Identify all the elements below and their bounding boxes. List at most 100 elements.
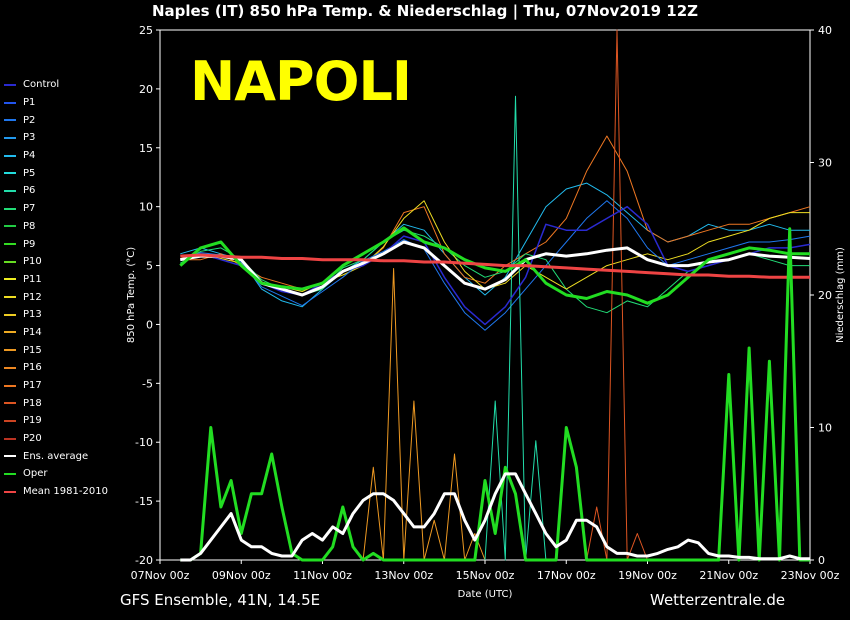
legend-item: P3 — [4, 129, 130, 147]
legend: Control P1 P2 P3 P4 P5 P6 P7 P8 P9 P10 P11 P12 P13 P14… — [4, 76, 130, 501]
legend-label: P3 — [23, 132, 36, 144]
legend-item: P17 — [4, 377, 130, 395]
x-tick-label: 19Nov 00z — [618, 569, 677, 582]
legend-swatch — [4, 260, 16, 263]
legend-item: P4 — [4, 147, 130, 165]
legend-item: P20 — [4, 430, 130, 448]
legend-item: Oper — [4, 465, 130, 483]
legend-swatch — [4, 296, 16, 299]
x-tick-label: 09Nov 00z — [212, 569, 271, 582]
y2-axis-ticks: 40 30 20 10 0 — [810, 24, 832, 567]
legend-item: P5 — [4, 164, 130, 182]
legend-item: P15 — [4, 341, 130, 359]
series-line-ens-average-precip — [180, 472, 810, 562]
legend-item: Mean 1981-2010 — [4, 483, 130, 501]
x-axis-label: Date (UTC) — [458, 589, 513, 600]
legend-swatch — [4, 384, 16, 387]
chart-title: Naples (IT) 850 hPa Temp. & Niederschlag… — [151, 2, 699, 20]
series-line-p7 — [180, 229, 810, 314]
legend-label: P20 — [23, 433, 42, 445]
series-line-p18-precip — [586, 29, 648, 561]
series-line-p6-precip — [484, 95, 547, 561]
y-tick-label: -5 — [142, 377, 153, 390]
y-axis-ticks: 25 20 15 10 5 0 -5 -10 -15 -20 — [135, 24, 160, 567]
y-tick-label: 15 — [139, 142, 153, 155]
legend-label: P2 — [23, 114, 36, 126]
legend-swatch — [4, 437, 16, 440]
legend-item: P2 — [4, 111, 130, 129]
legend-label: P10 — [23, 256, 42, 268]
y-tick-label: -20 — [135, 554, 153, 567]
model-info: GFS Ensemble, 41N, 14.5E — [120, 591, 321, 609]
y-tick-label: 25 — [139, 24, 153, 37]
legend-swatch — [4, 331, 16, 334]
legend-swatch — [4, 154, 16, 157]
series-line-control — [180, 205, 811, 326]
y-tick-label: -10 — [135, 436, 153, 449]
legend-swatch — [4, 207, 16, 210]
legend-swatch — [4, 490, 16, 493]
legend-label: P9 — [23, 238, 36, 250]
legend-swatch — [4, 119, 16, 122]
legend-item: P14 — [4, 324, 130, 342]
city-stamp: NAPOLI — [190, 50, 412, 113]
legend-item: P6 — [4, 182, 130, 200]
legend-label: P8 — [23, 220, 36, 232]
y-tick-label: 20 — [139, 83, 153, 96]
legend-label: P4 — [23, 150, 36, 162]
legend-swatch — [4, 349, 16, 352]
legend-item: P18 — [4, 394, 130, 412]
legend-label: P5 — [23, 167, 36, 179]
series-line-oper — [179, 226, 810, 305]
y-tick-label: 10 — [139, 201, 153, 214]
legend-label: P16 — [23, 362, 42, 374]
series-line-p12 — [180, 200, 810, 292]
legend-label: P14 — [23, 326, 42, 338]
x-tick-label: 17Nov 00z — [537, 569, 596, 582]
series-line-p2 — [180, 200, 811, 331]
legend-item: P19 — [4, 412, 130, 430]
legend-swatch — [4, 472, 16, 475]
y2-tick-label: 0 — [818, 554, 825, 567]
legend-swatch — [4, 101, 16, 104]
legend-swatch — [4, 313, 16, 316]
legend-swatch — [4, 278, 16, 281]
legend-item: P7 — [4, 200, 130, 218]
legend-item: Ens. average — [4, 447, 130, 465]
legend-label: P6 — [23, 185, 36, 197]
legend-swatch — [4, 136, 16, 139]
y2-tick-label: 20 — [818, 289, 832, 302]
source-credit: Wetterzentrale.de — [650, 591, 786, 609]
legend-label: P19 — [23, 415, 42, 427]
y2-tick-label: 10 — [818, 422, 832, 435]
x-tick-label: 21Nov 00z — [699, 569, 758, 582]
legend-label: P11 — [23, 273, 42, 285]
x-tick-label: 15Nov 00z — [456, 569, 515, 582]
legend-item: P1 — [4, 94, 130, 112]
y-tick-label: 0 — [146, 318, 153, 331]
x-tick-label: 07Nov 00z — [131, 569, 190, 582]
legend-label: P15 — [23, 344, 42, 356]
y2-tick-label: 40 — [818, 24, 832, 37]
legend-item: P9 — [4, 235, 130, 253]
x-tick-label: 13Nov 00z — [374, 569, 433, 582]
legend-swatch — [4, 225, 16, 228]
legend-swatch — [4, 83, 16, 86]
legend-label: P7 — [23, 203, 36, 215]
legend-swatch — [4, 189, 16, 192]
legend-item: P10 — [4, 253, 130, 271]
legend-label: P17 — [23, 380, 42, 392]
legend-label: P1 — [23, 97, 36, 109]
legend-swatch — [4, 243, 16, 246]
legend-label: P12 — [23, 291, 42, 303]
series-line-oper-precip — [180, 227, 810, 562]
legend-label: Oper — [23, 468, 48, 480]
x-tick-label: 23Nov 00z — [781, 569, 840, 582]
legend-swatch — [4, 402, 16, 405]
legend-item: P13 — [4, 306, 130, 324]
y-tick-label: -15 — [135, 495, 153, 508]
x-axis-ticks: 07Nov 00z 09Nov 00z 11Nov 00z 13Nov 00z 15No… — [131, 560, 840, 582]
legend-label: Mean 1981-2010 — [23, 486, 108, 498]
legend-swatch — [4, 366, 16, 369]
